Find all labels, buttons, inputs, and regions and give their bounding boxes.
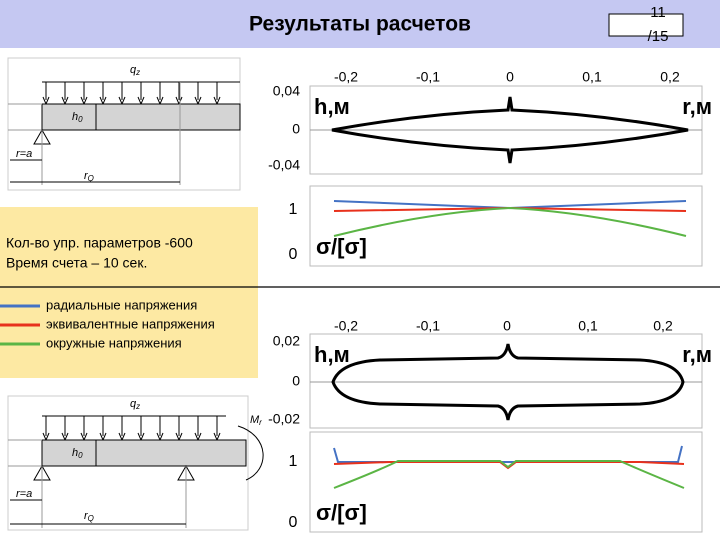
s-axis-label: σ/[σ] — [316, 500, 367, 525]
r-tick-label: -0,2 — [334, 318, 358, 334]
r-tick-label: 0,1 — [578, 318, 598, 334]
thickness: h — [72, 111, 78, 123]
h-tick-label: -0,04 — [268, 157, 300, 173]
load-label: qz — [130, 64, 140, 77]
outer-radius-sub: Q — [88, 514, 94, 523]
page-total: /15 — [648, 28, 669, 45]
info-line: Время счета – 10 сек. — [6, 255, 147, 271]
legend-label: окружные напряжения — [46, 335, 182, 350]
load-sub: z — [135, 68, 140, 77]
thickness-label: h0 — [72, 447, 83, 460]
page-box — [608, 13, 684, 37]
outer-radius-label: rQ — [84, 510, 94, 523]
moment: M — [250, 414, 260, 426]
h-axis-label: h,м — [314, 342, 350, 367]
outer-radius: r — [84, 510, 89, 522]
r-tick-label: 0 — [503, 318, 511, 334]
outer-radius: r — [84, 170, 89, 182]
outer-radius-sub: Q — [88, 174, 94, 183]
r-tick-label: -0,1 — [416, 318, 440, 334]
s-tick-label: 1 — [289, 201, 298, 218]
r-tick-label: 0 — [506, 69, 514, 85]
legend-label: радиальные напряжения — [46, 297, 197, 312]
h-tick-label: -0,02 — [268, 411, 300, 427]
inner-radius: r=a — [16, 148, 32, 160]
header-bar — [0, 0, 720, 48]
info: Кол-во упр. параметров -600 Время счета –… — [6, 235, 193, 271]
r-tick-label: 0,2 — [653, 318, 673, 334]
load-sub: z — [135, 402, 140, 411]
plot-bottom — [309, 333, 703, 533]
h-tick-label: 0 — [292, 373, 300, 389]
h-axis-label: h,м — [314, 94, 350, 119]
outer-radius-label: rQ — [84, 170, 94, 183]
page-current: 11 — [650, 4, 666, 21]
s-axis-label: σ/[σ] — [316, 234, 367, 259]
thickness-sub: 0 — [78, 115, 83, 124]
r-tick-label: 0,1 — [582, 69, 602, 85]
scheme-top — [7, 57, 241, 191]
thickness: h — [72, 447, 78, 459]
thickness-label: h0 — [72, 111, 83, 124]
scheme-bottom — [7, 395, 264, 531]
r-tick-label: -0,2 — [334, 69, 358, 85]
h-tick-label: 0 — [292, 121, 300, 137]
load-label: qz — [130, 398, 140, 411]
r-tick-label: 0,2 — [660, 69, 680, 85]
load: q — [130, 64, 137, 76]
r-axis-label: r,м — [682, 342, 712, 367]
load: q — [130, 398, 137, 410]
thickness-sub: 0 — [78, 451, 83, 460]
info-line: Кол-во упр. параметров -600 — [6, 235, 193, 251]
legend-label: эквивалентные напряжения — [46, 316, 215, 331]
title: Результаты расчетов — [249, 13, 471, 36]
r-axis-label: r,м — [682, 94, 712, 119]
plot-labels: -0,2 -0,1 0 0,1 0,2 0,04 0 -0,04 1 0 h,м r,м σ/[σ] -0… — [268, 69, 712, 532]
plot-top — [309, 85, 703, 267]
inner-radius: r=a — [16, 488, 32, 500]
moment-label: Mr — [250, 414, 262, 427]
moment-sub: r — [259, 418, 262, 427]
s-tick-label: 0 — [289, 514, 298, 531]
s-tick-label: 1 — [289, 453, 298, 470]
r-tick-label: -0,1 — [416, 69, 440, 85]
legend: радиальные напряжения эквивалентные напря… — [0, 297, 215, 350]
h-tick-label: 0,04 — [273, 83, 300, 99]
s-tick-label: 0 — [289, 246, 298, 263]
info-panel — [0, 207, 258, 378]
h-tick-label: 0,02 — [273, 333, 300, 349]
